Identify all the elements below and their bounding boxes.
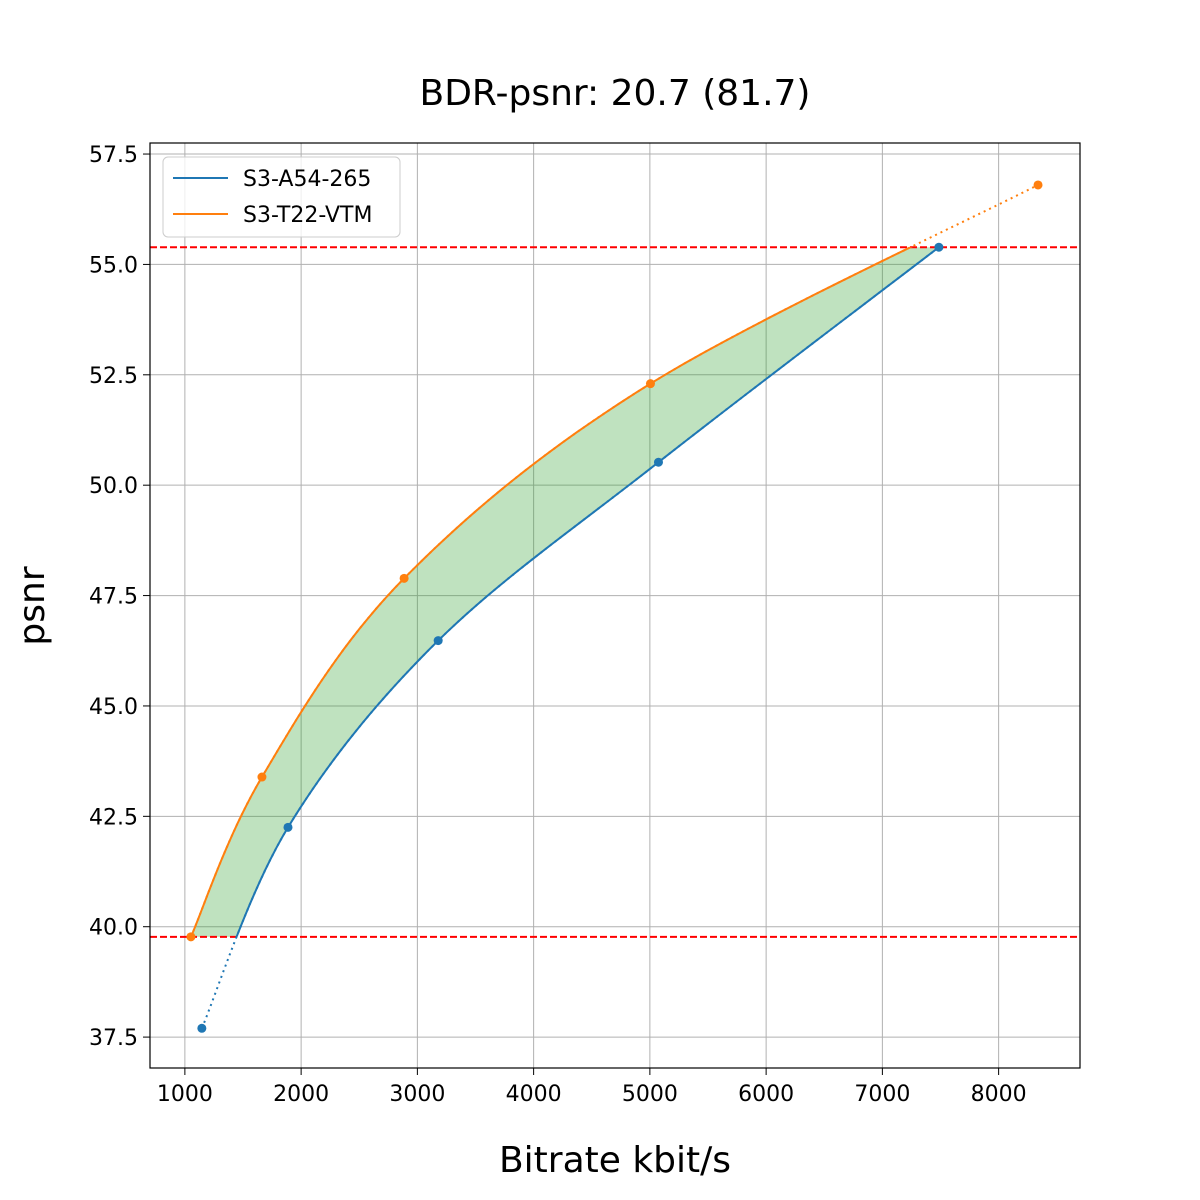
data-point <box>283 822 293 832</box>
data-point <box>399 573 409 583</box>
x-tick-label: 7000 <box>854 1082 910 1107</box>
y-tick-label: 42.5 <box>89 805 138 830</box>
legend: S3-A54-265 S3-T22-VTM <box>162 156 401 238</box>
data-point <box>653 457 663 467</box>
legend-label: S3-T22-VTM <box>243 203 372 228</box>
series-line-0 <box>235 247 940 937</box>
x-tick-label: 1000 <box>157 1082 213 1107</box>
data-point <box>1033 180 1043 190</box>
y-tick-label: 45.0 <box>89 695 138 720</box>
x-tick-label: 2000 <box>273 1082 329 1107</box>
data-point <box>186 932 196 942</box>
y-tick-label: 50.0 <box>89 474 138 499</box>
data-point <box>433 636 443 646</box>
y-tick-label: 40.0 <box>89 916 138 941</box>
x-axis-label: Bitrate kbit/s <box>499 1140 731 1181</box>
chart-title: BDR-psnr: 20.7 (81.7) <box>420 73 811 114</box>
data-point <box>934 242 944 252</box>
x-tick-label: 5000 <box>622 1082 678 1107</box>
data-point <box>257 772 267 782</box>
y-tick-label: 47.5 <box>89 585 138 610</box>
data-point <box>645 379 655 389</box>
x-tick-label: 4000 <box>506 1082 562 1107</box>
y-axis-label: psnr <box>12 566 53 645</box>
x-tick-label: 8000 <box>971 1082 1027 1107</box>
series-extrapolation-1 <box>190 184 1039 938</box>
y-tick-label: 57.5 <box>89 143 138 168</box>
y-tick-label: 52.5 <box>89 364 138 389</box>
bd-area-fill <box>190 247 939 937</box>
series-extrapolation-0 <box>200 246 940 1029</box>
series-line-1 <box>190 247 913 937</box>
legend-label: S3-A54-265 <box>243 167 371 192</box>
data-point <box>197 1023 207 1033</box>
y-tick-label: 55.0 <box>89 253 138 278</box>
plot-frame <box>149 142 1081 1069</box>
x-tick-label: 6000 <box>738 1082 794 1107</box>
y-tick-label: 37.5 <box>89 1026 138 1051</box>
x-tick-label: 3000 <box>389 1082 445 1107</box>
